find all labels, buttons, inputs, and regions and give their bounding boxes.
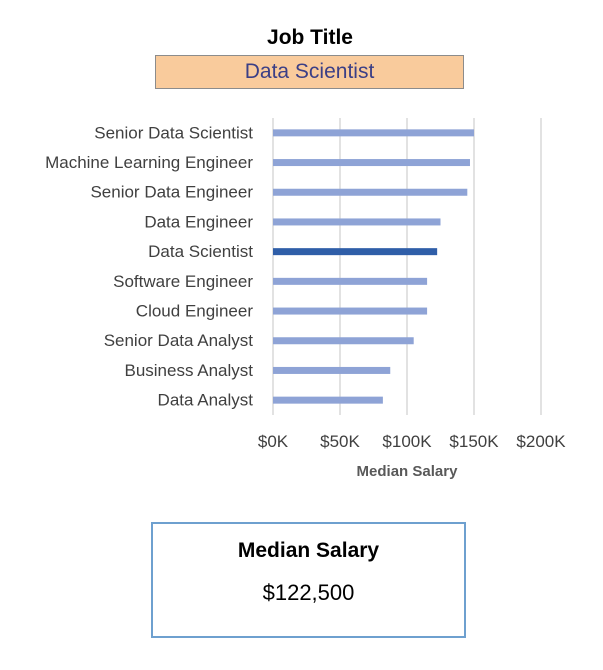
category-label-3: Data Engineer [144,212,253,231]
x-tick-label-1: $50K [320,432,360,451]
bar-5 [273,277,428,285]
median-salary-value: $122,500 [262,580,355,605]
category-label-4: Data Scientist [148,242,253,261]
x-axis-title: Median Salary [357,463,459,480]
bar-0 [273,129,474,137]
category-label-6: Cloud Engineer [136,302,254,321]
category-label-8: Business Analyst [124,361,253,380]
category-label-0: Senior Data Scientist [94,123,253,142]
bar-8 [273,366,391,374]
median-salary-card: Median Salary $122,500 [151,522,466,638]
category-label-7: Senior Data Analyst [104,331,254,350]
salary-bar-chart: Senior Data Scientist Machine Learning En… [45,118,566,480]
category-label-9: Data Analyst [158,391,254,410]
x-tick-label-3: $150K [449,432,499,451]
bar-6 [273,307,428,315]
bar-9 [273,396,383,404]
bar-4 [273,248,438,256]
median-salary-title: Median Salary [237,539,380,562]
job-title-selected-value: Data Scientist [244,60,375,83]
x-tick-label-4: $200K [516,432,566,451]
x-tick-label-0: $0K [258,432,289,451]
category-label-5: Software Engineer [113,272,253,291]
job-title-label: Job Title [267,26,353,49]
bar-3 [273,218,441,226]
category-label-2: Senior Data Engineer [90,183,253,202]
category-label-1: Machine Learning Engineer [45,153,253,172]
bar-1 [273,159,470,167]
x-tick-label-2: $100K [382,432,432,451]
bar-7 [273,337,414,345]
job-title-selector[interactable]: Data Scientist [155,55,464,89]
bar-2 [273,188,468,196]
